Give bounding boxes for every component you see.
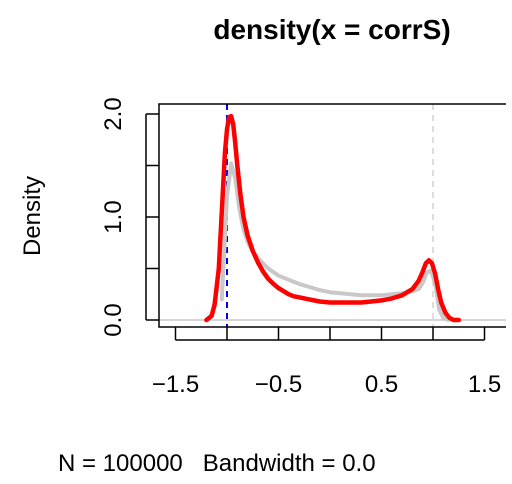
x-tick-label-0: −1.5 bbox=[152, 371, 199, 398]
y-axis-label: Density bbox=[19, 176, 46, 256]
x-axis-label: N = 100000 Bandwidth = 0.0 bbox=[58, 450, 376, 477]
density-series-line-0 bbox=[219, 161, 451, 322]
y-tick-label-1: 1.0 bbox=[100, 200, 127, 233]
plot-area bbox=[159, 104, 506, 327]
y-tick-label-2: 2.0 bbox=[100, 97, 127, 130]
plot-frame bbox=[158, 103, 506, 328]
density-series-line-1 bbox=[204, 113, 462, 323]
x-tick-label-3: 1.5 bbox=[468, 371, 501, 398]
y-tick-label-0: 0.0 bbox=[100, 303, 127, 336]
x-tick-label-1: −0.5 bbox=[255, 371, 302, 398]
chart-title: density(x = corrS) bbox=[213, 14, 450, 45]
x-tick-label-2: 0.5 bbox=[365, 371, 398, 398]
axes: 0.0 1.0 2.0 −1.5 −0.5 0.5 1.5 bbox=[100, 97, 506, 398]
